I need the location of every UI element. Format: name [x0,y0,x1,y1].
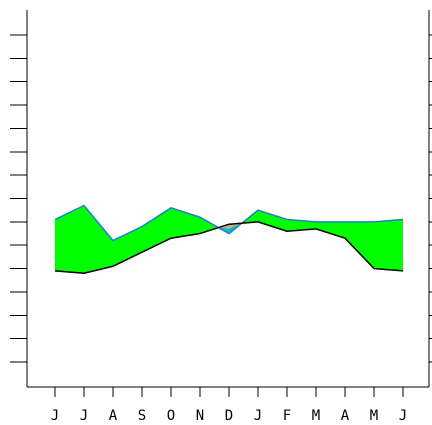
x-tick-label: N [196,408,204,424]
x-tick-label: A [341,408,350,424]
x-tick-label: O [167,408,175,424]
fill-above [345,221,374,269]
axes [26,10,430,388]
fill-above [374,219,403,271]
ticks [10,34,432,397]
x-tick-label: M [312,408,320,424]
x-tick-label: J [51,408,59,424]
x-tick-label: J [80,408,88,424]
series-line-upper [54,204,404,242]
area-fills [55,205,403,274]
x-tick-label: S [138,408,146,424]
fill-above [84,205,113,274]
fill-above [287,219,316,232]
fill-above [258,210,287,232]
x-tick-label: J [399,408,407,424]
x-tick-label: M [370,408,378,424]
fill-above [55,205,84,274]
series-lines [54,204,404,274]
x-tick-label: A [109,408,118,424]
x-tick-label: F [283,408,291,424]
series-line-lower [54,221,404,274]
fill-above [113,226,142,267]
fill-above [316,221,345,239]
x-tick-label: D [225,408,233,424]
x-tick-label: J [254,408,262,424]
fill-above [200,217,219,234]
